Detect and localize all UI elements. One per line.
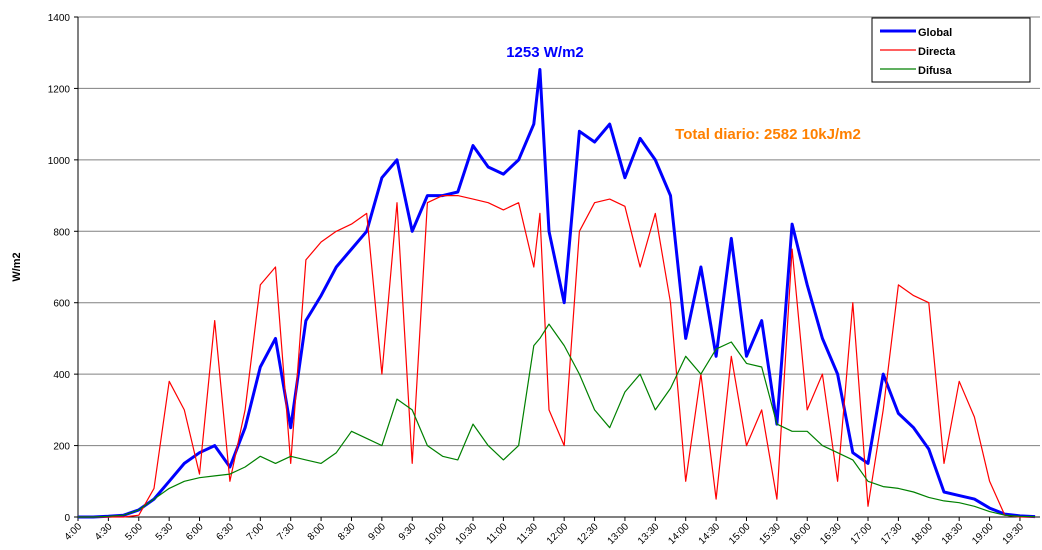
x-tick-label: 6:00 — [184, 521, 206, 543]
x-tick-label: 16:30 — [818, 521, 844, 547]
x-tick-label: 9:00 — [366, 521, 388, 543]
legend-label: Global — [918, 27, 952, 39]
y-tick-label: 800 — [53, 227, 70, 238]
x-tick-label: 13:00 — [606, 521, 632, 547]
x-tick-label: 4:30 — [93, 521, 115, 543]
x-tick-label: 17:30 — [879, 521, 905, 547]
y-tick-label: 0 — [64, 513, 70, 524]
y-axis-title: W/m2 — [11, 252, 23, 281]
y-tick-label: 1000 — [48, 156, 71, 167]
x-tick-label: 9:30 — [397, 521, 419, 543]
x-tick-label: 12:00 — [545, 521, 571, 547]
x-tick-label: 14:00 — [666, 521, 692, 547]
x-tick-label: 18:00 — [909, 521, 935, 547]
x-tick-label: 16:00 — [788, 521, 814, 547]
x-tick-label: 11:00 — [485, 521, 510, 546]
x-tick-label: 5:00 — [123, 521, 145, 543]
x-tick-label: 15:00 — [727, 521, 753, 547]
y-tick-label: 1400 — [48, 13, 71, 24]
x-tick-label: 10:00 — [423, 521, 449, 547]
series-line — [78, 195, 1036, 518]
x-tick-label: 13:30 — [636, 521, 662, 547]
y-tick-label: 200 — [53, 442, 70, 453]
series-line — [78, 68, 1036, 519]
legend-label: Directa — [918, 46, 956, 58]
x-tick-label: 5:30 — [154, 521, 176, 543]
x-tick-label: 19:00 — [970, 521, 996, 547]
x-tick-label: 6:30 — [215, 521, 237, 543]
x-tick-label: 14:30 — [697, 521, 723, 547]
x-tick-label: 10:30 — [454, 521, 480, 547]
y-tick-label: 600 — [53, 299, 70, 310]
x-tick-label: 12:30 — [575, 521, 601, 547]
x-tick-label: 15:30 — [758, 521, 784, 547]
x-tick-label: 8:00 — [306, 521, 328, 543]
series-line — [78, 323, 1036, 518]
x-tick-label: 4:00 — [63, 521, 85, 543]
annotation: Total diario: 2582 10kJ/m2 — [675, 126, 861, 143]
x-tick-label: 7:00 — [245, 521, 267, 543]
x-tick-label: 7:30 — [275, 521, 297, 543]
y-tick-label: 400 — [53, 370, 70, 381]
x-tick-label: 19:30 — [1001, 521, 1027, 547]
x-tick-label: 11:30 — [515, 521, 540, 546]
x-tick-label: 8:30 — [336, 521, 358, 543]
legend-label: Difusa — [918, 65, 953, 77]
x-tick-label: 17:00 — [849, 521, 875, 547]
y-tick-label: 1200 — [48, 84, 71, 95]
x-tick-label: 18:30 — [940, 521, 966, 547]
annotation: 1253 W/m2 — [506, 44, 584, 61]
